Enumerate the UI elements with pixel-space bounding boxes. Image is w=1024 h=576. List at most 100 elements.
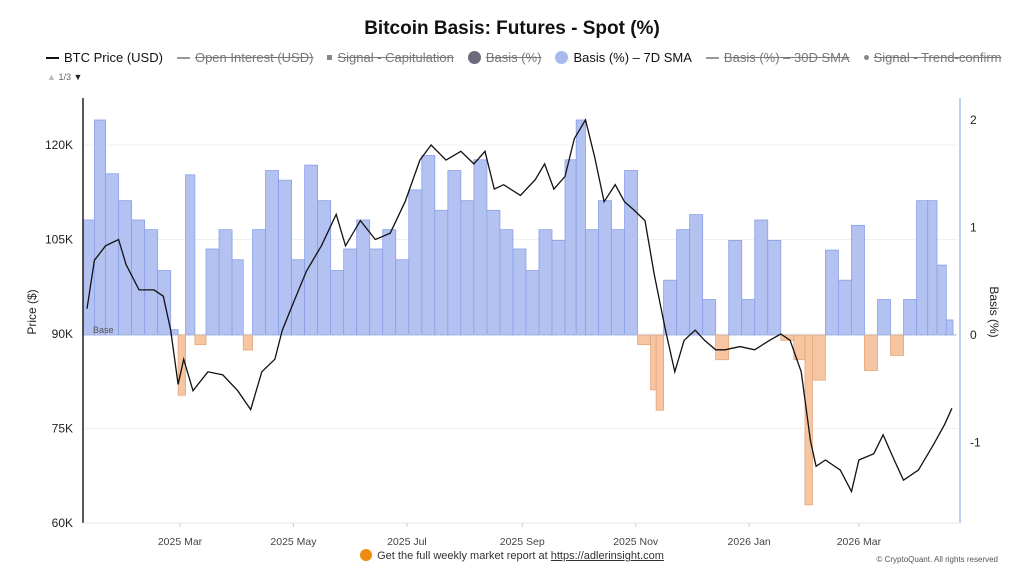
legend-swatch-icon [327, 55, 333, 60]
btc-price-line [86, 118, 953, 494]
basis-bar-positive [421, 155, 436, 336]
legend-swatch-icon [467, 51, 481, 64]
legend-item[interactable]: Basis (%) [467, 50, 542, 65]
legend-pager[interactable]: ▲ 1/3 ▼ [47, 72, 82, 82]
basis-bar-positive [382, 229, 397, 336]
basis-bar-positive [144, 229, 159, 336]
basis-bar-positive [131, 219, 146, 336]
basis-bar-positive [741, 299, 756, 336]
basis-bar-negative [864, 334, 878, 371]
legend-swatch-icon [863, 55, 869, 60]
y-left-tick-label: 75K [52, 422, 73, 436]
basis-bar-positive [460, 200, 475, 336]
basis-bar-positive [585, 229, 599, 336]
chart-title: Bitcoin Basis: Futures - Spot (%) [364, 18, 660, 39]
y-right-tick-label: 2 [970, 113, 977, 127]
basis-bar-positive [317, 200, 332, 336]
basis-bar-positive [395, 259, 410, 336]
basis-bar-positive [486, 209, 501, 336]
basis-bar-positive [447, 170, 462, 336]
basis-bar-positive [434, 209, 449, 336]
basis-bar-positive [838, 279, 852, 336]
basis-bar-positive [205, 248, 220, 336]
y-right-tick-label: 0 [970, 328, 977, 342]
basis-bar-negative [655, 334, 664, 411]
legend-label: Signal - Capitulation [337, 50, 454, 65]
basis-bar-positive [903, 299, 917, 336]
y-left-tick-label: 120K [45, 138, 73, 152]
basis-bar-positive [369, 248, 384, 336]
basis-bar-positive [94, 119, 107, 336]
legend-item[interactable]: Signal - Capitulation [327, 50, 454, 65]
legend-item[interactable]: Basis (%) – 7D SMA [555, 50, 692, 65]
basis-bar-positive [512, 248, 527, 336]
basis-bar-positive [185, 174, 196, 336]
basis-bar-positive [525, 270, 540, 336]
legend-item[interactable]: Open Interest (USD) [176, 50, 313, 65]
legend-label: Basis (%) – 7D SMA [573, 50, 692, 65]
legend-swatch-icon [46, 56, 59, 59]
y-left-tick-label: 105K [45, 233, 73, 247]
basis-bar-positive [82, 219, 95, 336]
basis-bar-positive [676, 229, 691, 336]
legend-item[interactable]: Basis (%) – 30D SMA [705, 50, 850, 65]
pager-up-icon[interactable]: ▲ [47, 72, 56, 82]
basis-bar-positive [927, 200, 938, 336]
basis-bar-positive [105, 173, 120, 336]
basis-bar-positive [611, 229, 625, 336]
y-right-axis-title: Basis (%) [987, 286, 1001, 337]
legend-item[interactable]: Signal - Trend-confirm [863, 50, 1002, 65]
basis-bar-negative [804, 334, 813, 506]
basis-bar-positive [291, 259, 306, 336]
legend-label: Basis (%) [485, 50, 542, 65]
footer-text: Get the full weekly market report at [377, 550, 551, 562]
basis-bar-positive [689, 214, 704, 336]
x-tick-label: 2025 May [270, 536, 317, 548]
legend-label: BTC Price (USD) [64, 50, 163, 65]
footer: Get the full weekly market report at htt… [0, 549, 1024, 562]
legend-swatch-icon [555, 51, 569, 64]
basis-bar-positive [754, 219, 769, 336]
legend-label: Basis (%) – 30D SMA [723, 50, 850, 65]
basis-bar-positive [304, 164, 319, 336]
basis-bar-positive [231, 259, 244, 336]
y-right-tick-label: -1 [970, 436, 981, 450]
copyright: © CryptoQuant. All rights reserved [876, 555, 999, 564]
basis-bar-positive [702, 299, 717, 336]
y-left-tick-label: 90K [52, 327, 73, 341]
x-tick-label: 2025 Mar [158, 536, 203, 548]
legend-item[interactable]: BTC Price (USD) [46, 50, 163, 65]
footer-link[interactable]: https://adlerinsight.com [550, 550, 664, 562]
basis-bar-positive [767, 239, 782, 336]
pager-label: 1/3 [58, 72, 71, 82]
basis-bar-positive [408, 189, 423, 336]
basis-bar-positive [825, 249, 839, 336]
coin-icon [360, 549, 373, 561]
basis-bar-negative [650, 334, 657, 391]
basis-bar-positive [575, 119, 586, 336]
basis-bar-negative [637, 334, 651, 346]
pager-down-icon[interactable]: ▼ [73, 72, 83, 82]
x-tick-label: 2025 Nov [613, 536, 659, 548]
basis-bar-positive [343, 248, 358, 336]
y-left-tick-label: 60K [52, 516, 73, 530]
basis-bar-positive [551, 239, 566, 336]
basis-bar-negative [242, 334, 253, 351]
basis-bar-positive [598, 200, 612, 336]
basis-bar-positive [278, 179, 292, 336]
basis-bar-positive [218, 229, 233, 336]
basis-bar-positive [624, 170, 638, 336]
basis-bar-positive [356, 219, 371, 336]
basis-bar-positive [252, 229, 266, 336]
basis-bar-negative [194, 334, 207, 346]
x-tick-label: 2025 Sep [500, 536, 545, 548]
basis-bar-positive [564, 159, 577, 336]
basis-bar-positive [473, 159, 488, 336]
basis-bar-positive [538, 229, 553, 336]
basis-bar-negative [812, 334, 826, 381]
basis-bar-positive [265, 170, 279, 336]
basis-bar-positive [728, 239, 743, 336]
x-tick-label: 2025 Jul [387, 536, 427, 548]
basis-bar-positive [118, 200, 133, 336]
